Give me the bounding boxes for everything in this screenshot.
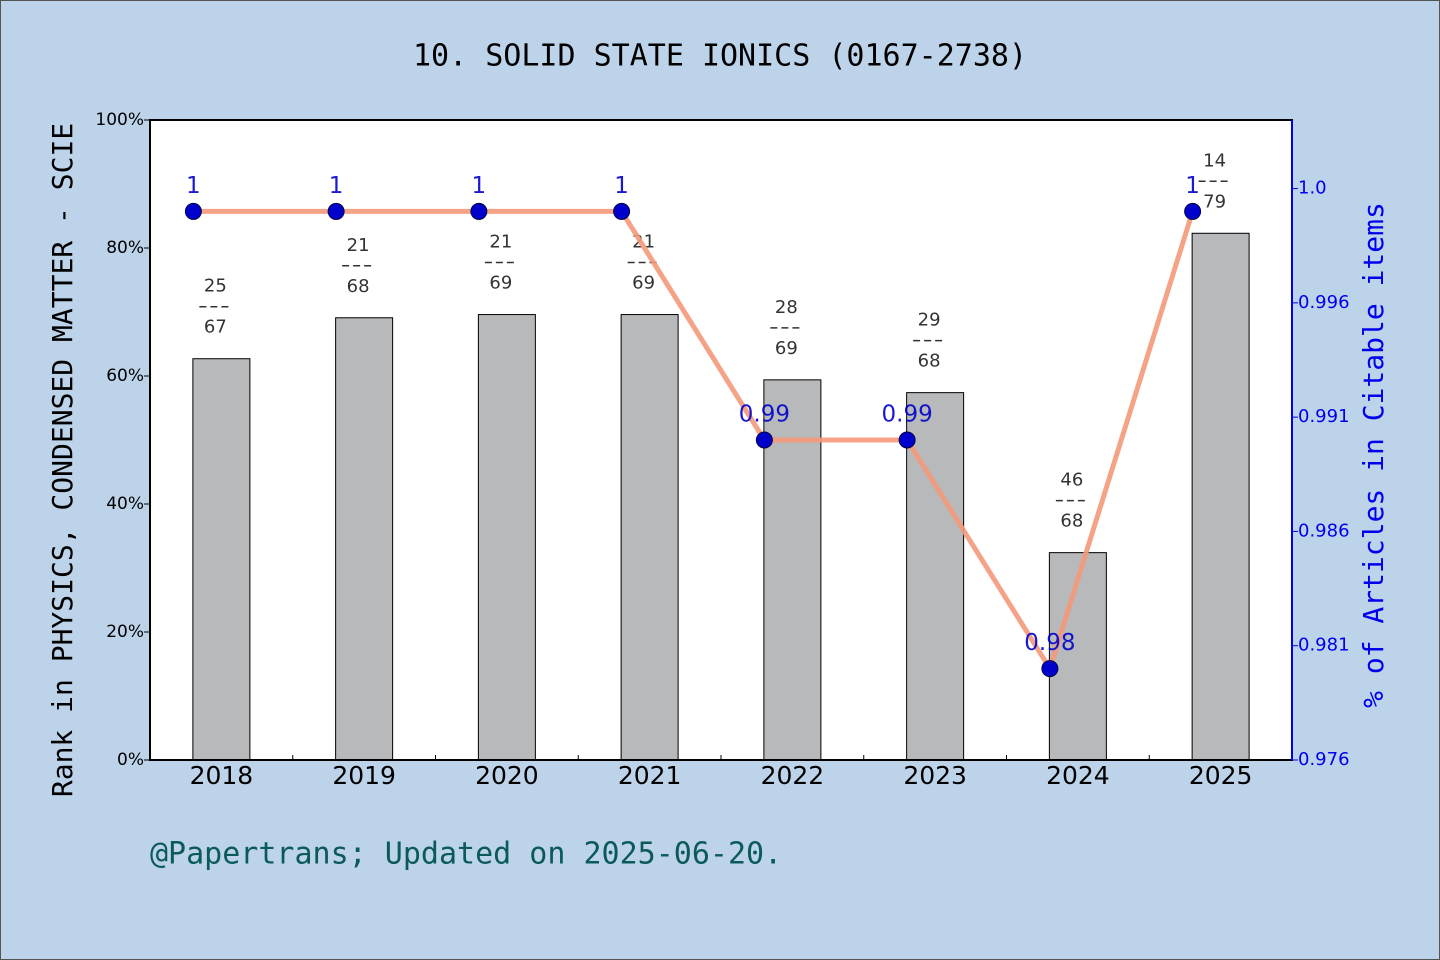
rank-label: 28	[775, 297, 798, 318]
line-point	[1041, 660, 1059, 678]
line-point	[327, 202, 345, 220]
x-tick-label: 2022	[761, 761, 825, 790]
bar	[1191, 232, 1250, 761]
y-tick-label: 80%	[106, 238, 144, 258]
bar	[335, 317, 394, 761]
rank-label: 46	[1060, 470, 1083, 491]
data-label: 1	[329, 173, 344, 199]
y2-tick-label: 0.976	[1298, 749, 1350, 770]
data-label: 1	[614, 173, 629, 199]
total-label: 68	[1060, 511, 1083, 532]
bar	[192, 358, 251, 761]
data-label: 1	[186, 173, 201, 199]
rank-label: 21	[489, 232, 512, 253]
x-tick-label: 2018	[190, 761, 254, 790]
data-label: 1	[472, 173, 487, 199]
bar	[477, 314, 536, 761]
total-label: 69	[489, 273, 512, 294]
line-point	[184, 202, 202, 220]
y2-tick-label: 0.981	[1298, 635, 1350, 656]
x-tick-label: 2021	[618, 761, 682, 790]
bar	[906, 392, 965, 761]
x-tick-label: 2023	[903, 761, 967, 790]
y-tick-label: 60%	[106, 366, 144, 386]
y2-tick-label: 1.0	[1298, 178, 1327, 199]
chart-title: 10. SOLID STATE IONICS (0167-2738)	[413, 39, 1027, 74]
total-label: 69	[632, 273, 655, 294]
data-label: 1	[1185, 173, 1200, 199]
line-point	[898, 431, 916, 449]
footer: @Papertrans; Updated on 2025-06-20.	[150, 837, 782, 872]
total-label: 69	[775, 338, 798, 359]
rank-label: 25	[204, 276, 227, 297]
bar	[620, 314, 679, 761]
x-tick-label: 2019	[332, 761, 396, 790]
rank-label: 21	[347, 235, 370, 256]
x-tick-label: 2024	[1046, 761, 1110, 790]
total-label: 68	[347, 276, 370, 297]
data-label: 0.98	[1024, 630, 1075, 656]
rank-label: 29	[918, 310, 941, 331]
bar	[763, 379, 822, 761]
line-series	[193, 208, 1196, 675]
line-point	[470, 202, 488, 220]
x-tick-label: 2020	[475, 761, 539, 790]
y-tick-label: 0%	[117, 750, 144, 770]
y-tick-label: 40%	[106, 494, 144, 514]
data-label: 0.99	[739, 402, 790, 428]
y2-tick-label: 0.996	[1298, 292, 1350, 313]
line-point	[1184, 202, 1202, 220]
y-tick-label: 20%	[106, 622, 144, 642]
y2-axis-label: % of Articles in Citable items	[1357, 202, 1390, 708]
total-label: 79	[1203, 191, 1226, 212]
total-label: 68	[918, 351, 941, 372]
x-tick-label: 2025	[1189, 761, 1253, 790]
rank-label: 14	[1203, 150, 1226, 171]
data-label: 0.99	[882, 402, 933, 428]
y-tick-label: 100%	[95, 110, 144, 130]
line-point	[613, 202, 631, 220]
y-axis-label: Rank in PHYSICS, CONDENSED MATTER - SCIE	[46, 123, 79, 797]
y2-tick-label: 0.986	[1298, 520, 1350, 541]
total-label: 67	[204, 317, 227, 338]
y2-tick-label: 0.991	[1298, 406, 1350, 427]
line-point	[755, 431, 773, 449]
